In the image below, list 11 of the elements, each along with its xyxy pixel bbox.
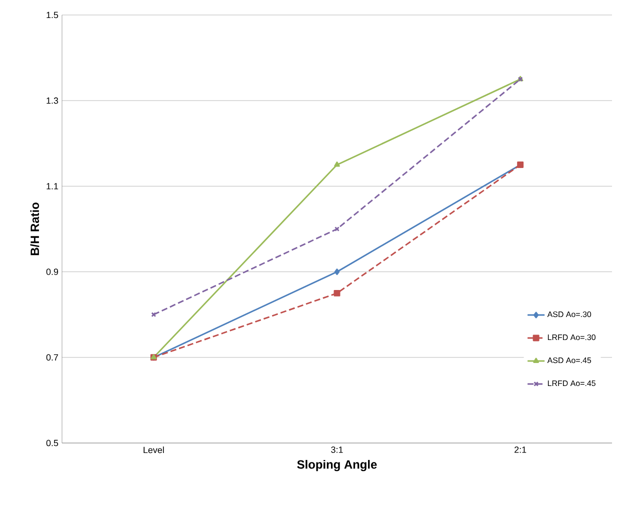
x-tick-label: 2:1	[514, 446, 526, 453]
y-tick-label: 0.5	[46, 440, 58, 446]
y-axis-title: B/H Ratio	[30, 202, 40, 256]
y-tick-label: 0.7	[46, 354, 58, 361]
y-tick-label: 1.1	[46, 183, 58, 190]
x-axis-title: Sloping Angle	[297, 460, 377, 472]
x-tick-label: Level	[144, 446, 164, 454]
x-tick-label: 3:1	[331, 446, 343, 453]
y-tick-label: 1.3	[46, 97, 58, 104]
y-tick-label: 1.5	[46, 12, 58, 18]
y-tick-label: 0.9	[46, 268, 58, 275]
